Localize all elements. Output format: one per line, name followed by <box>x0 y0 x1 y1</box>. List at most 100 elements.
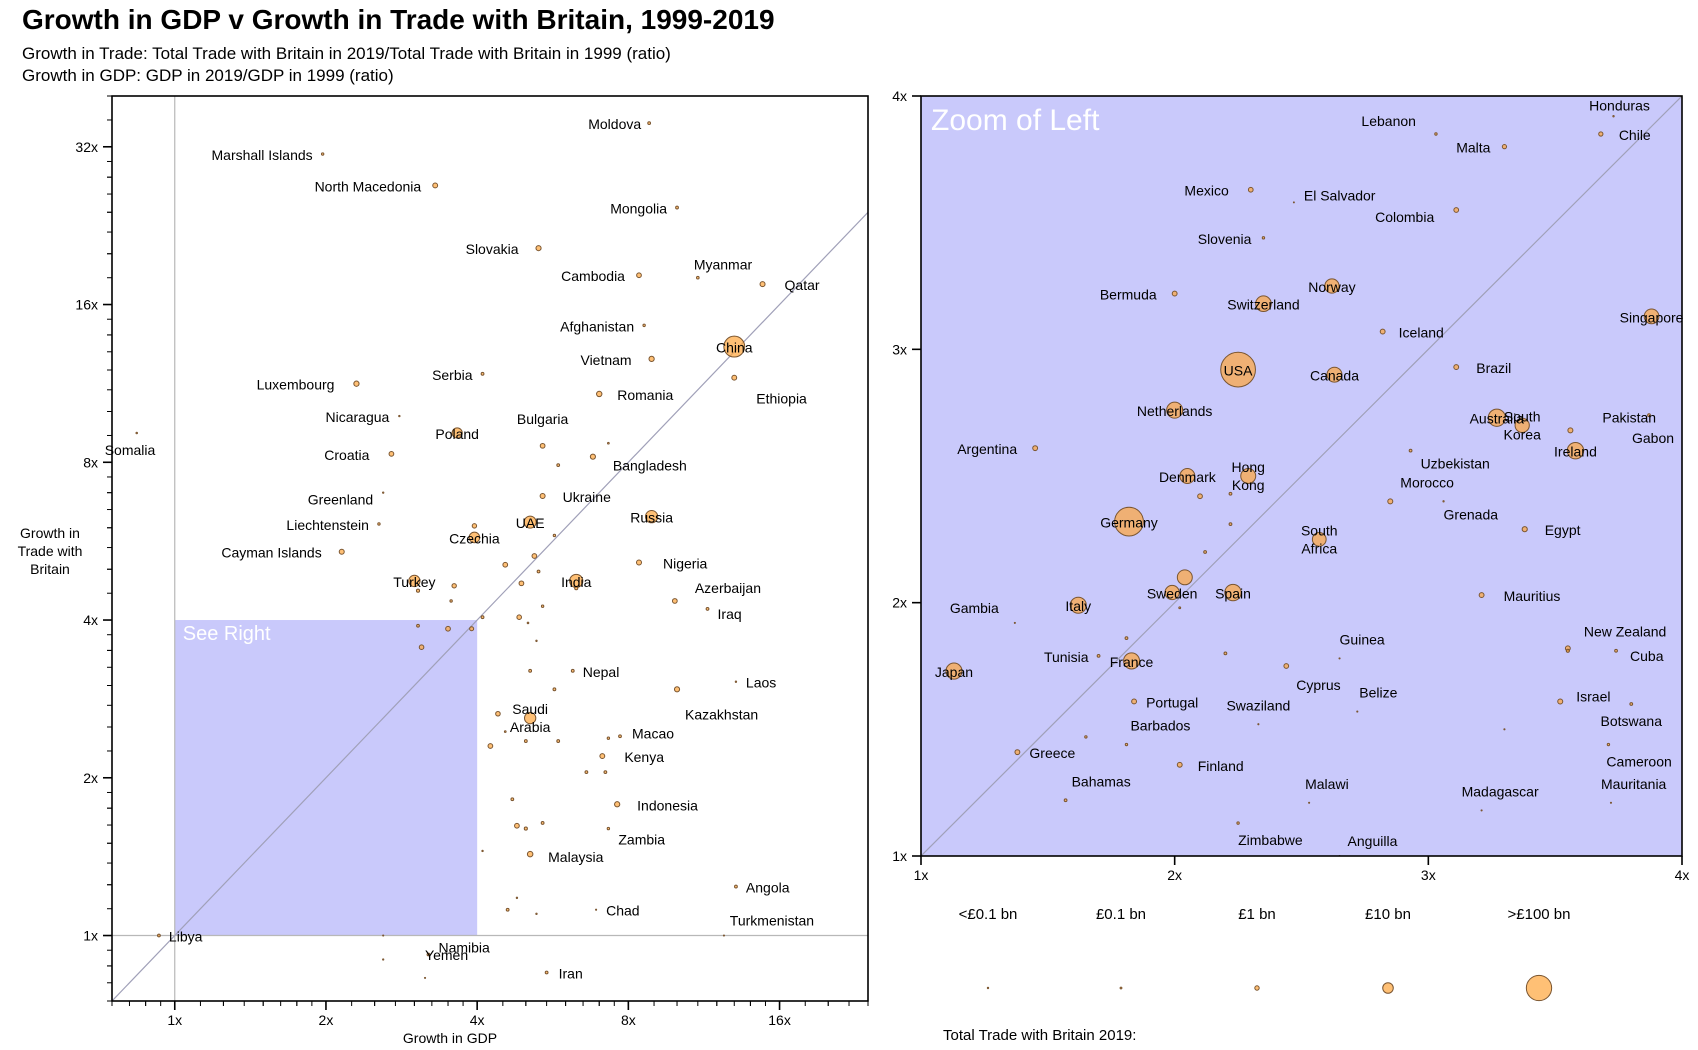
label-uzbekistan: Uzbekistan <box>1421 456 1490 472</box>
bubble-bulgaria <box>539 442 546 449</box>
bubble-indonesia <box>614 801 621 808</box>
bubble-uzbekistan <box>1408 448 1413 453</box>
tick-label-y-2x: 2x <box>892 595 907 611</box>
bubble-slovakia <box>535 245 542 252</box>
bubble <box>382 934 385 937</box>
label-angola: Angola <box>746 880 790 896</box>
bubble <box>528 668 533 673</box>
legend-bubble-1 <box>1119 986 1123 990</box>
bubble-morocco <box>1387 498 1394 505</box>
bubble-hong-kong <box>1240 468 1257 484</box>
axes-frame <box>920 95 1683 857</box>
bubble-north-macedonia <box>432 182 439 189</box>
y-axis-label-line-2: Trade with <box>18 543 83 559</box>
bubble-angola <box>734 884 738 889</box>
bubble <box>523 826 528 831</box>
label-germany: Germany <box>1100 515 1158 531</box>
tick-label-x-4x: 4x <box>1675 867 1690 883</box>
label-kenya: Kenya <box>624 749 664 765</box>
label-qatar: Qatar <box>785 277 820 293</box>
bubble-bermuda <box>1171 290 1178 297</box>
bubble-ireland <box>1566 441 1585 460</box>
label-kazakhstan: Kazakhstan <box>685 706 758 722</box>
bubble-iceland <box>1379 328 1386 335</box>
bubble-netherlands <box>1166 401 1184 419</box>
bubble <box>510 797 515 802</box>
legend-bubble-2 <box>1254 985 1260 991</box>
bubble-tunisia <box>1096 653 1101 658</box>
bubble-qatar <box>759 281 766 288</box>
bubble <box>556 739 561 743</box>
tick-label-y-16x: 16x <box>75 297 98 313</box>
label-ukraine: Ukraine <box>563 489 611 505</box>
bubble <box>514 822 520 829</box>
bubble-luxembourg <box>353 380 360 387</box>
label-cuba: Cuba <box>1630 648 1664 664</box>
bubble <box>1228 522 1233 527</box>
label-singapore: Singapore <box>1620 309 1684 325</box>
bubble-iran <box>544 970 549 975</box>
bubble-turkmenistan <box>722 934 726 937</box>
label-sweden: Sweden <box>1147 586 1198 602</box>
bubble-cuba <box>1614 648 1618 653</box>
bubble-czechia <box>468 531 481 544</box>
bubble <box>469 626 475 632</box>
bubble-barbados <box>1124 742 1129 747</box>
label-cameroon: Cameroon <box>1606 754 1671 770</box>
bubble-portugal <box>1131 698 1138 705</box>
bubble-laos <box>734 680 738 683</box>
bubble <box>518 580 525 587</box>
bubble <box>415 588 421 593</box>
label-pakistan: Pakistan <box>1602 409 1656 425</box>
label-south-africa: South <box>1301 522 1338 538</box>
bubble-honduras <box>1612 115 1615 118</box>
tick-label-y-4x: 4x <box>83 612 98 628</box>
bubble-spain <box>1224 583 1242 602</box>
bubble <box>556 463 561 468</box>
label-chad: Chad <box>606 903 639 919</box>
bubble-libya <box>157 933 161 938</box>
label-iran: Iran <box>559 966 583 982</box>
bubble <box>1228 491 1233 496</box>
label-anguilla: Anguilla <box>1348 833 1398 849</box>
label-saudi-arabia: Saudi <box>512 701 548 717</box>
bubble-saudi-arabia <box>523 711 537 725</box>
bubble-myanmar <box>696 275 700 280</box>
tick-label-y-4x: 4x <box>892 88 907 104</box>
zoom-title: Zoom of Left <box>931 104 1100 137</box>
label-moldova: Moldova <box>588 116 641 132</box>
bubble-liechtenstein <box>377 522 381 526</box>
label-portugal: Portugal <box>1146 694 1198 710</box>
bubble-mexico <box>1247 186 1254 193</box>
label-gabon: Gabon <box>1632 430 1674 446</box>
label-lebanon: Lebanon <box>1361 113 1416 129</box>
legend-label-4: >£100 bn <box>1508 906 1571 923</box>
bubble-mauritania <box>1609 801 1613 804</box>
label-yemen: Yemen <box>425 947 468 963</box>
bubble-japan <box>945 662 963 680</box>
point-labels: Honduras Lebanon Chile Malta Mexico El Salvad… <box>935 97 1684 849</box>
bubble-zambia <box>606 826 611 831</box>
legend-label-3: £10 bn <box>1365 906 1411 923</box>
bubble-gambia <box>1013 621 1016 625</box>
label-israel: Israel <box>1576 688 1610 704</box>
label-namibia: Namibia <box>438 940 490 956</box>
bubble <box>416 623 420 628</box>
label-norway: Norway <box>1308 279 1355 295</box>
bubble-grenada <box>1442 500 1445 503</box>
bubble <box>523 739 528 743</box>
bubbles <box>945 115 1660 856</box>
label-hong-kong: Hong <box>1231 459 1264 475</box>
label-bahamas: Bahamas <box>1072 773 1131 789</box>
bubble <box>1223 651 1228 656</box>
bubbles <box>135 121 766 980</box>
bubble <box>505 907 510 912</box>
label-spain: Spain <box>1215 586 1251 602</box>
y-axis-label-line-1: Growth in <box>20 525 80 541</box>
bubble-greece <box>1014 749 1021 756</box>
bubble-slovenia <box>1261 236 1266 240</box>
plot-area: See Right <box>112 96 868 1001</box>
label-usa: USA <box>1224 363 1253 379</box>
bubble-nicaragua <box>398 414 401 418</box>
right-panel: Zoom of Left Honduras Lebanon Chile Malta Mex… <box>892 88 1689 883</box>
